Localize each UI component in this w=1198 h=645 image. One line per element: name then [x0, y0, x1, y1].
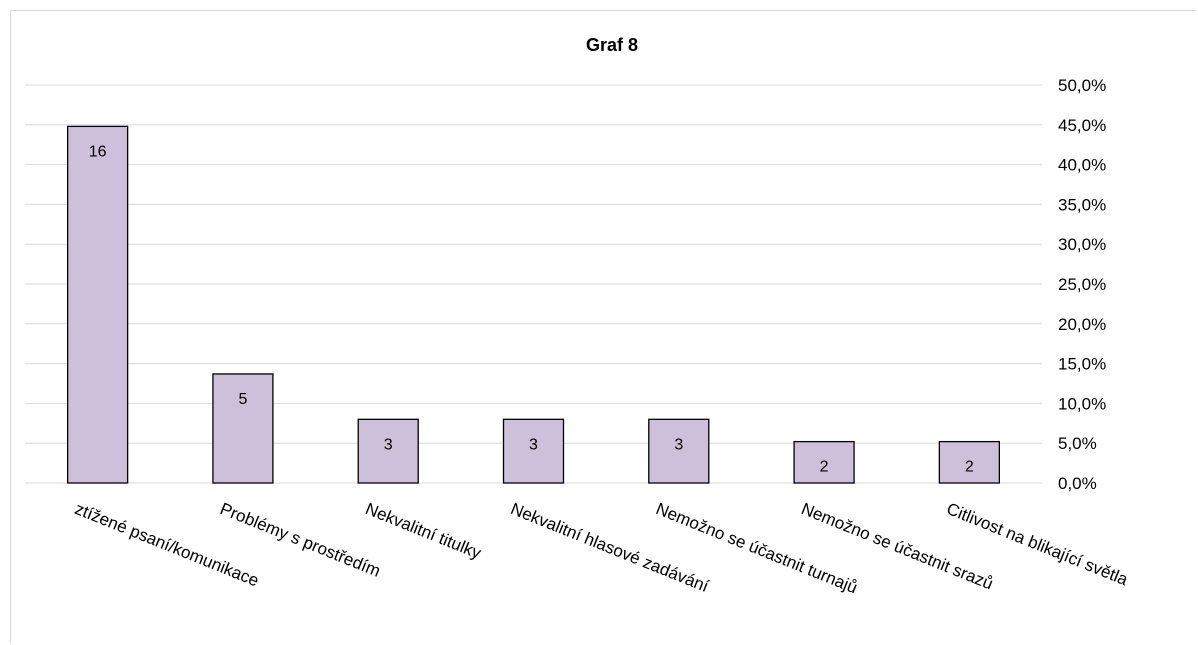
bar [502, 418, 565, 484]
category-label: Nekvalitní titulky [363, 499, 484, 563]
bar [66, 125, 129, 484]
y-tick-label: 40,0% [1058, 156, 1106, 175]
data-labels: 16 5 3 3 3 2 2 [89, 143, 974, 475]
bar [212, 373, 274, 484]
y-tick-label: 25,0% [1058, 275, 1106, 294]
bar [357, 418, 419, 484]
bars [66, 125, 1001, 484]
data-label: 3 [529, 436, 538, 453]
data-label: 5 [238, 391, 247, 408]
y-tick-label: 35,0% [1058, 195, 1106, 214]
y-tick-label: 30,0% [1058, 235, 1106, 254]
y-tick-label: 20,0% [1058, 315, 1106, 334]
data-label: 3 [384, 436, 393, 453]
y-tick-label: 15,0% [1058, 355, 1106, 374]
data-label: 16 [89, 143, 107, 160]
y-tick-label: 50,0% [1058, 76, 1106, 95]
y-tick-label: 45,0% [1058, 116, 1106, 135]
data-label: 3 [674, 436, 683, 453]
chart-title: Graf 8 [586, 35, 638, 55]
y-tick-label: 5,0% [1058, 434, 1097, 453]
bar [938, 440, 1001, 484]
chart-frame [10, 10, 1196, 643]
data-label: 2 [820, 459, 829, 476]
y-axis-ticks: 0,0% 5,0% 10,0% 15,0% 20,0% 25,0% 30,0% 35,0% 40… [1058, 76, 1106, 493]
bar [793, 440, 855, 484]
y-tick-label: 0,0% [1058, 474, 1097, 493]
y-tick-label: 10,0% [1058, 394, 1106, 413]
bar [648, 418, 710, 484]
data-label: 2 [965, 459, 974, 476]
